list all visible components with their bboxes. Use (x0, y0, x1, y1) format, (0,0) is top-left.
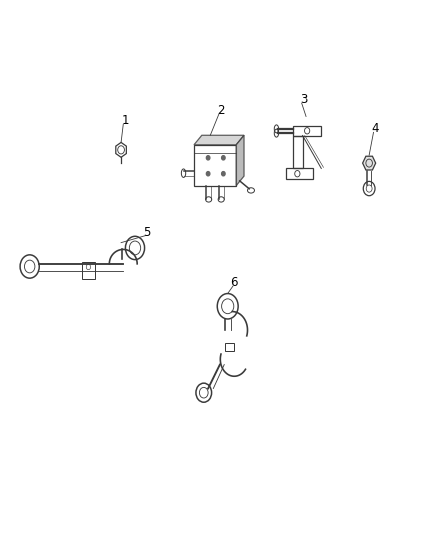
Circle shape (206, 172, 210, 176)
Text: 1: 1 (122, 114, 129, 127)
Polygon shape (363, 156, 376, 170)
Text: 4: 4 (371, 122, 378, 135)
Polygon shape (236, 135, 244, 185)
Circle shape (206, 156, 210, 160)
Circle shape (222, 172, 225, 176)
Circle shape (222, 156, 225, 160)
Polygon shape (194, 135, 244, 145)
Text: 5: 5 (144, 225, 151, 239)
Text: 2: 2 (217, 103, 225, 117)
Text: 6: 6 (230, 276, 238, 289)
Text: 3: 3 (300, 93, 307, 106)
